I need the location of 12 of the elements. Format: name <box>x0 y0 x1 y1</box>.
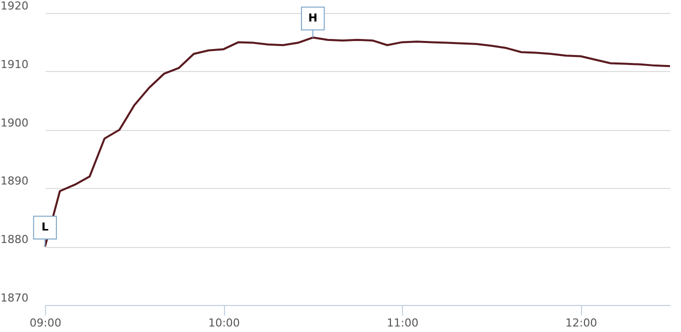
x-tick-label: 10:00 <box>208 316 240 330</box>
x-tick-label: 12:00 <box>565 316 598 330</box>
y-tick-label: 1910 <box>0 58 28 71</box>
x-tick-label: 11:00 <box>386 316 418 330</box>
y-tick-label: 1900 <box>0 116 28 130</box>
x-tick-label: 09:00 <box>30 316 62 330</box>
y-tick-label: 1920 <box>0 0 28 12</box>
annotation: L <box>41 220 49 234</box>
y-tick-label: 1880 <box>0 233 28 246</box>
y-tick-label: 1890 <box>0 174 28 188</box>
y-tick-label: 1870 <box>0 292 28 304</box>
annotation: H <box>308 12 318 25</box>
